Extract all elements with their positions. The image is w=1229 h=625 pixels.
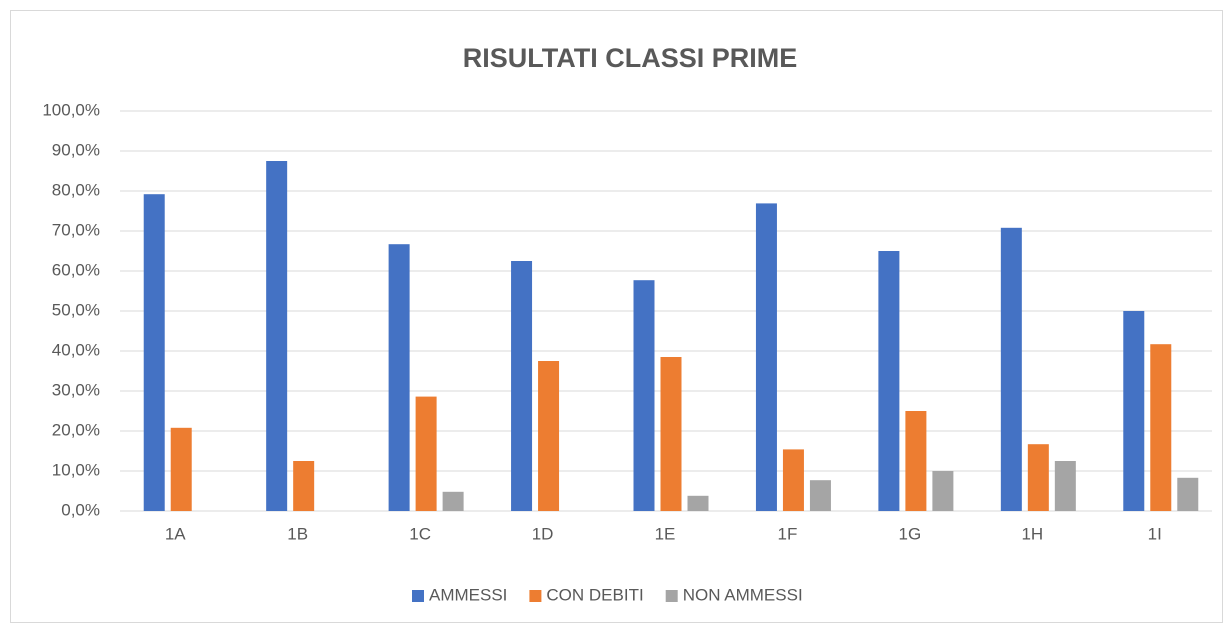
y-tick-label: 90,0% — [52, 140, 100, 159]
bar — [782, 449, 804, 511]
bar — [905, 411, 927, 511]
y-tick-label: 20,0% — [52, 420, 100, 439]
bar — [878, 251, 900, 511]
bar — [388, 244, 410, 511]
x-tick-label: 1G — [899, 524, 922, 543]
bar — [1123, 311, 1145, 511]
bar — [415, 396, 437, 511]
y-tick-label: 30,0% — [52, 380, 100, 399]
x-tick-label: 1F — [778, 524, 798, 543]
y-tick-label: 40,0% — [52, 340, 100, 359]
bar — [538, 361, 560, 511]
x-tick-label: 1B — [287, 524, 308, 543]
chart-title: RISULTATI CLASSI PRIME — [463, 43, 798, 73]
bar — [143, 194, 165, 511]
legend-label: AMMESSI — [429, 585, 507, 604]
legend-swatch — [665, 590, 678, 602]
bar — [266, 161, 288, 511]
bar — [755, 203, 777, 511]
bar — [1177, 477, 1199, 511]
bar — [293, 461, 315, 511]
bar — [687, 495, 709, 511]
y-tick-label: 70,0% — [52, 220, 100, 239]
x-tick-label: 1C — [409, 524, 431, 543]
legend-label: CON DEBITI — [546, 585, 643, 604]
bar — [1027, 444, 1049, 511]
bar — [1150, 344, 1172, 511]
bar — [633, 280, 655, 511]
bar — [932, 471, 954, 511]
bar — [511, 261, 533, 511]
y-tick-label: 80,0% — [52, 180, 100, 199]
y-tick-label: 60,0% — [52, 260, 100, 279]
x-tick-label: 1H — [1021, 524, 1043, 543]
legend-swatch — [412, 590, 424, 602]
bar — [170, 427, 192, 511]
y-tick-label: 100,0% — [42, 100, 100, 119]
bar — [1000, 227, 1022, 512]
bar — [809, 480, 831, 511]
bar — [442, 491, 464, 511]
x-tick-label: 1D — [532, 524, 554, 543]
y-tick-label: 10,0% — [52, 460, 100, 479]
legend-label: NON AMMESSI — [683, 585, 803, 604]
bar — [1054, 461, 1076, 511]
x-tick-label: 1A — [165, 524, 186, 543]
x-tick-label: 1E — [655, 524, 676, 543]
x-tick-label: 1I — [1148, 524, 1162, 543]
legend-swatch — [529, 590, 542, 602]
y-tick-label: 50,0% — [52, 300, 100, 319]
y-tick-label: 0,0% — [61, 500, 100, 519]
bar — [660, 357, 682, 511]
